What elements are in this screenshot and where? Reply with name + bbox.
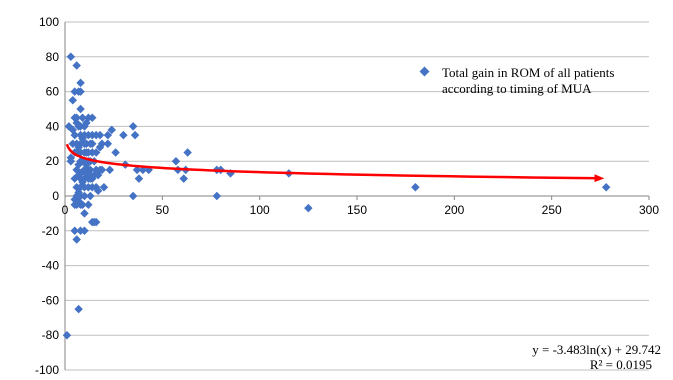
x-tick-label: 250 bbox=[542, 203, 562, 217]
y-tick-label: 80 bbox=[46, 50, 60, 64]
data-point bbox=[103, 139, 113, 149]
data-point bbox=[134, 174, 144, 183]
data-point bbox=[304, 203, 313, 213]
data-point bbox=[212, 191, 222, 201]
data-point bbox=[80, 226, 89, 236]
data-point bbox=[93, 186, 103, 196]
data-point bbox=[97, 165, 107, 175]
data-point bbox=[88, 113, 97, 122]
data-point bbox=[103, 130, 113, 140]
x-tick-label: 150 bbox=[347, 203, 367, 217]
data-point bbox=[76, 104, 85, 114]
data-point bbox=[179, 174, 188, 183]
data-point bbox=[80, 191, 89, 201]
data-point bbox=[78, 200, 87, 209]
data-point bbox=[132, 165, 142, 175]
trendline-equation: y = -3.483ln(x) + 29.742 R² = 0.0195 bbox=[532, 342, 661, 372]
data-point bbox=[107, 125, 116, 135]
data-point bbox=[84, 200, 93, 209]
data-point bbox=[72, 113, 81, 122]
data-point bbox=[74, 304, 83, 314]
data-point bbox=[62, 330, 72, 340]
legend: Total gain in ROM of all patients accord… bbox=[419, 65, 614, 96]
data-point bbox=[72, 235, 81, 244]
y-tick-label: -60 bbox=[42, 293, 60, 307]
data-point bbox=[111, 148, 120, 157]
r-squared-text: R² = 0.0195 bbox=[590, 357, 652, 372]
legend-label-line2: according to timing of MUA bbox=[442, 81, 592, 96]
data-point bbox=[183, 148, 192, 157]
y-tick-label: -20 bbox=[42, 224, 60, 238]
data-point bbox=[76, 87, 85, 96]
data-point bbox=[411, 183, 420, 192]
x-tick-label: 0 bbox=[62, 203, 69, 217]
data-point bbox=[68, 96, 78, 105]
data-point bbox=[91, 148, 101, 157]
data-point bbox=[119, 130, 128, 140]
data-point bbox=[171, 156, 181, 166]
data-point bbox=[70, 226, 79, 236]
legend-label-line1: Total gain in ROM of all patients bbox=[442, 65, 614, 80]
data-point bbox=[88, 139, 97, 149]
trendline-path bbox=[65, 143, 605, 183]
y-tick-label: 60 bbox=[46, 85, 60, 99]
y-tick-label: 40 bbox=[46, 119, 60, 133]
x-tick-label: 200 bbox=[444, 203, 464, 217]
data-point bbox=[72, 61, 81, 70]
data-point bbox=[70, 130, 79, 140]
data-point bbox=[601, 183, 611, 192]
y-tick-label: -40 bbox=[42, 259, 60, 273]
data-point bbox=[128, 191, 138, 201]
x-tick-label: 100 bbox=[250, 203, 270, 217]
data-point bbox=[86, 191, 95, 201]
axes bbox=[64, 22, 650, 370]
data-point bbox=[76, 78, 85, 88]
data-point bbox=[130, 130, 140, 140]
y-tick-label: 20 bbox=[46, 154, 60, 168]
data-point bbox=[91, 217, 101, 227]
data-point bbox=[66, 52, 76, 62]
data-point bbox=[86, 165, 95, 175]
trendline bbox=[65, 143, 605, 183]
data-point bbox=[66, 156, 76, 166]
data-point bbox=[105, 165, 115, 175]
data-point bbox=[80, 209, 89, 218]
equation-text: y = -3.483ln(x) + 29.742 bbox=[532, 342, 661, 357]
data-point bbox=[95, 130, 105, 140]
x-tick-label: 300 bbox=[639, 203, 659, 217]
y-tick-label: -80 bbox=[42, 328, 60, 342]
data-point bbox=[99, 183, 109, 192]
data-point bbox=[97, 139, 107, 149]
y-tick-label: -100 bbox=[35, 363, 59, 377]
x-tick-label: 50 bbox=[156, 203, 170, 217]
y-tick-label: 0 bbox=[52, 189, 59, 203]
y-tick-label: 100 bbox=[39, 15, 59, 29]
data-point bbox=[78, 113, 87, 122]
legend-marker bbox=[419, 66, 430, 77]
data-point bbox=[128, 122, 138, 131]
gridlines bbox=[65, 21, 649, 371]
